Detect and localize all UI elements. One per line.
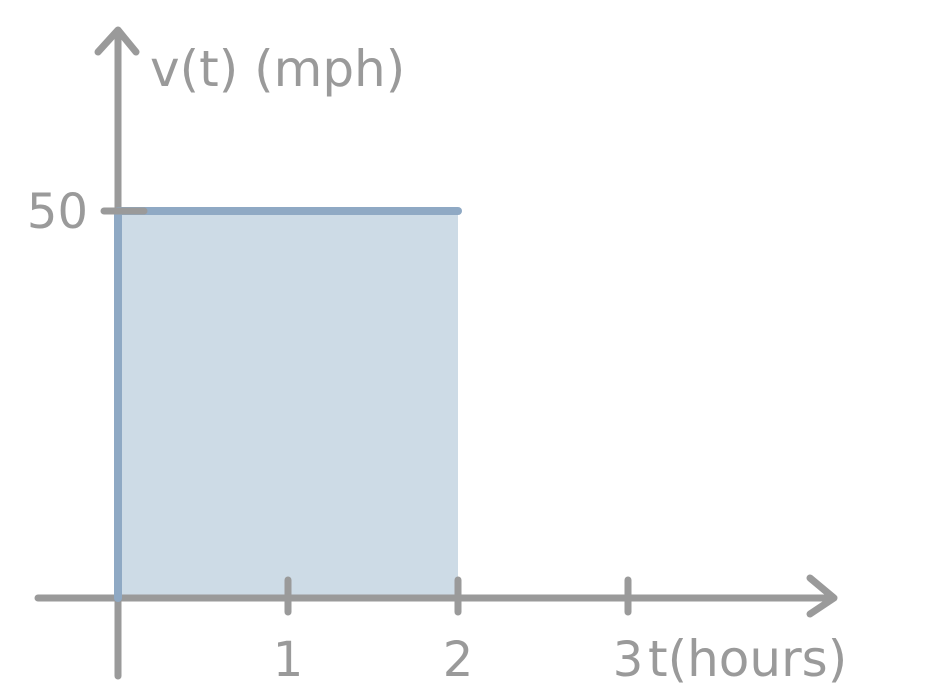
x-tick-label-1: 1 (273, 632, 304, 688)
y-tick-label-50: 50 (27, 184, 88, 240)
y-axis-arrow (94, 26, 140, 56)
series-line-layer (114, 207, 462, 602)
x-axis-label: t(hours) (648, 630, 847, 688)
tick-layer (100, 207, 632, 616)
x-axis-arrow (806, 574, 838, 618)
x-tick-label-3: 3 (613, 632, 644, 688)
y-axis-label: v(t) (mph) (150, 40, 405, 98)
label-layer: v(t) (mph) t(hours) 1 2 3 50 (27, 40, 847, 688)
shaded-area-region (118, 211, 458, 598)
area-layer (118, 211, 458, 598)
x-tick-label-2: 2 (443, 632, 474, 688)
